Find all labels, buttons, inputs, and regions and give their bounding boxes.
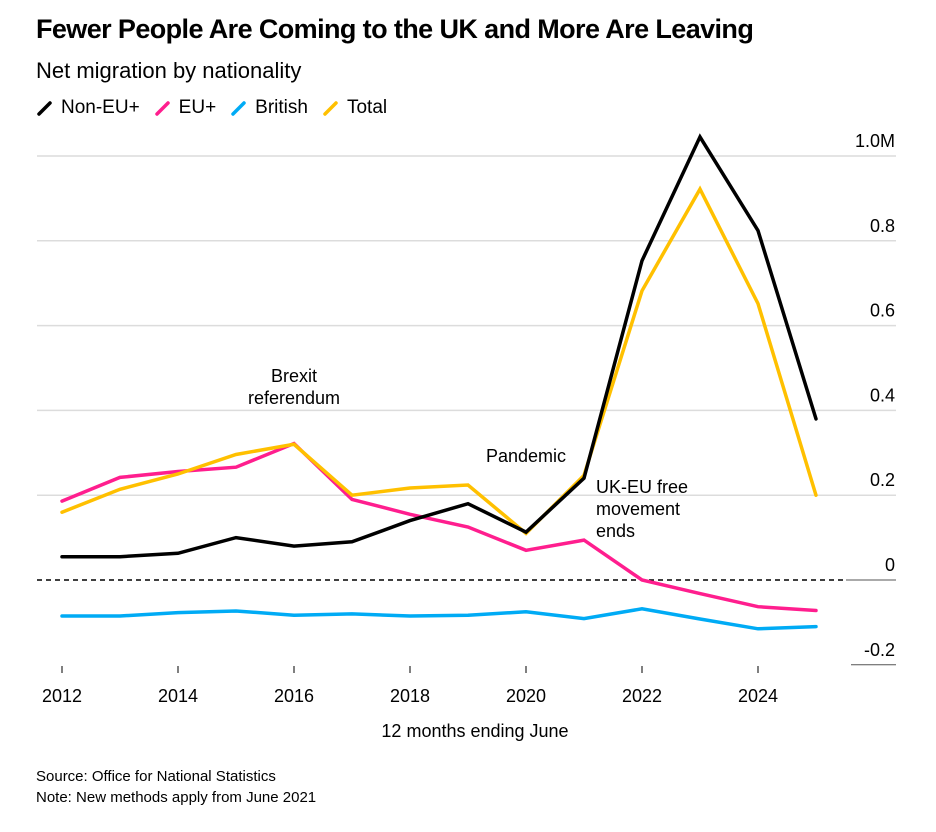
legend-swatch-icon [322, 100, 339, 117]
series-line-eu [60, 441, 818, 613]
annotation-label: UK-EU free movement ends [596, 477, 688, 541]
x-tick-label: 2012 [42, 686, 82, 706]
y-tick-label: -0.2 [864, 640, 895, 660]
series-line-total [60, 185, 818, 536]
legend-item-eu: EU+ [154, 97, 217, 119]
y-tick-label: 1.0M [855, 131, 895, 151]
chart-title: Fewer People Are Coming to the UK and Mo… [36, 14, 754, 44]
gridlines [37, 155, 896, 666]
series-lines [60, 133, 818, 631]
x-axis: 2012 2014 2016 2018 2020 2022 2024 [42, 666, 778, 706]
x-tick-label: 2018 [390, 686, 430, 706]
legend-item-total: Total [322, 97, 387, 119]
annotations: Brexit referendum Pandemic UK-EU free moveme… [248, 366, 688, 541]
series-line-british [60, 607, 818, 631]
legend-item-non-eu: Non-EU+ [36, 97, 140, 119]
legend-label: Total [346, 97, 388, 118]
footer: Source: Office for National Statistics N… [36, 766, 316, 808]
legend: Non-EU+ EU+ British Total [36, 97, 401, 119]
y-tick-label: 0.8 [870, 216, 895, 236]
x-tick-label: 2014 [158, 686, 198, 706]
x-tick-label: 2022 [622, 686, 662, 706]
annotation-label: Brexit referendum [248, 366, 340, 408]
x-tick-label: 2016 [274, 686, 314, 706]
source-note: Source: Office for National Statistics [36, 768, 276, 785]
methods-note: Note: New methods apply from June 2021 [36, 789, 317, 806]
legend-swatch-icon [154, 100, 171, 117]
annotation-label: Pandemic [486, 446, 566, 466]
legend-label: Non-EU+ [61, 97, 140, 118]
y-tick-label: 0.4 [870, 385, 895, 405]
x-tick-label: 2020 [506, 686, 546, 706]
y-tick-label: 0.2 [870, 470, 895, 490]
legend-label: EU+ [178, 97, 217, 118]
x-axis-label: 12 months ending June [381, 721, 568, 741]
x-tick-label: 2024 [738, 686, 778, 706]
legend-label: British [255, 97, 308, 118]
chart-subtitle: Net migration by nationality [36, 58, 302, 83]
y-tick-label: 0 [885, 555, 895, 575]
legend-item-british: British [230, 97, 308, 119]
series-line-non-eu [60, 133, 818, 559]
legend-swatch-icon [36, 100, 53, 117]
y-tick-label: 0.6 [870, 301, 895, 321]
y-axis: 1.0M 0.8 0.6 0.4 0.2 0 -0.2 [855, 131, 895, 660]
legend-swatch-icon [230, 100, 247, 117]
